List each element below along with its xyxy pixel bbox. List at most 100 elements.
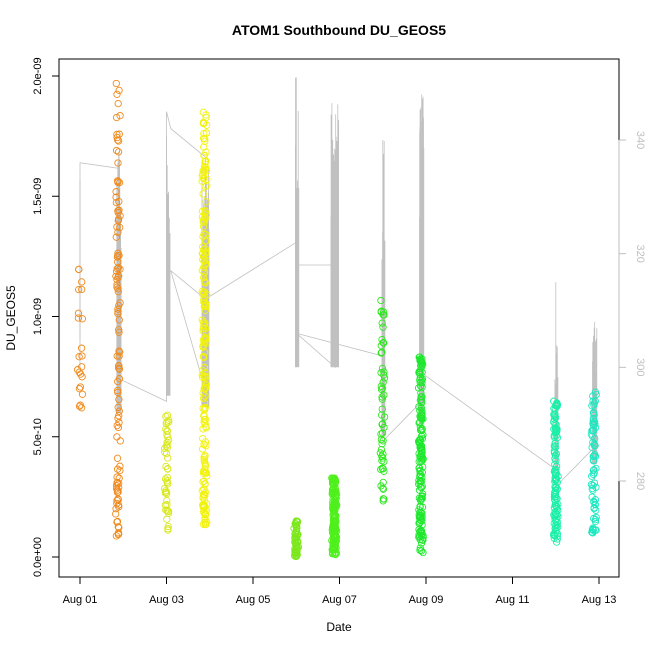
y-axis: 0.0e+00 5.0e-10 1.0e-09 1.5e-09 2.0e-09 bbox=[32, 57, 60, 577]
data-point bbox=[550, 397, 558, 405]
data-point bbox=[200, 455, 208, 464]
data-point bbox=[113, 253, 122, 261]
data-point bbox=[329, 480, 338, 489]
data-point bbox=[591, 517, 600, 526]
data-point bbox=[551, 454, 559, 463]
data-point bbox=[202, 506, 211, 514]
data-point bbox=[115, 364, 123, 372]
data-point bbox=[553, 535, 561, 543]
data-point bbox=[199, 175, 208, 183]
data-point bbox=[589, 452, 597, 461]
data-point bbox=[200, 218, 208, 226]
data-point bbox=[200, 321, 209, 329]
x-tick-label: Aug 01 bbox=[63, 594, 98, 606]
data-point bbox=[588, 525, 597, 533]
data-point bbox=[116, 462, 124, 470]
data-point bbox=[113, 454, 122, 462]
data-point bbox=[418, 407, 426, 415]
data-point bbox=[552, 538, 561, 546]
data-point bbox=[199, 216, 207, 224]
data-point bbox=[202, 424, 210, 432]
data-point bbox=[332, 512, 340, 520]
data-point bbox=[291, 539, 300, 547]
data-point bbox=[199, 218, 207, 226]
data-point bbox=[416, 535, 424, 544]
data-point bbox=[78, 390, 87, 398]
data-point bbox=[201, 348, 209, 356]
data-point bbox=[164, 454, 172, 462]
data-point bbox=[200, 353, 208, 362]
x-tick-label: Aug 11 bbox=[495, 594, 529, 606]
data-point bbox=[162, 488, 171, 496]
data-point bbox=[554, 472, 562, 481]
data-point bbox=[589, 438, 597, 447]
data-point bbox=[115, 362, 123, 370]
data-point bbox=[417, 393, 425, 401]
data-point bbox=[200, 363, 208, 372]
data-point bbox=[418, 521, 426, 529]
data-point bbox=[78, 352, 86, 360]
data-point bbox=[377, 430, 385, 438]
data-point bbox=[331, 476, 339, 485]
data-point bbox=[200, 294, 209, 302]
data-point bbox=[115, 178, 124, 187]
data-point bbox=[291, 552, 299, 560]
data-point bbox=[551, 508, 559, 516]
data-point bbox=[75, 368, 83, 376]
data-point bbox=[164, 436, 173, 444]
data-point bbox=[418, 482, 426, 491]
data-point bbox=[114, 178, 122, 186]
data-point bbox=[75, 353, 83, 361]
right-tick-label: 280 bbox=[634, 472, 646, 490]
data-point bbox=[164, 480, 172, 488]
data-point bbox=[164, 433, 172, 441]
data-point bbox=[418, 435, 427, 443]
chart-title: ATOM1 Southbound DU_GEOS5 bbox=[232, 22, 446, 38]
data-point bbox=[379, 484, 387, 492]
data-point bbox=[112, 188, 120, 196]
data-point bbox=[200, 278, 209, 287]
data-point bbox=[198, 171, 206, 180]
data-point bbox=[202, 237, 210, 245]
data-point bbox=[199, 324, 207, 332]
data-point bbox=[330, 522, 339, 530]
data-point bbox=[115, 412, 123, 420]
data-point bbox=[202, 381, 210, 389]
data-point bbox=[114, 148, 123, 156]
data-point bbox=[589, 421, 598, 429]
data-point bbox=[199, 336, 208, 344]
data-point bbox=[113, 488, 122, 497]
data-point bbox=[113, 130, 121, 139]
data-point bbox=[415, 506, 423, 514]
right-tick-label: 320 bbox=[634, 244, 646, 262]
data-point bbox=[550, 415, 559, 423]
line-series-spike bbox=[166, 135, 171, 396]
data-point bbox=[202, 148, 210, 156]
data-point bbox=[201, 468, 209, 476]
data-point bbox=[163, 438, 171, 446]
data-point bbox=[551, 488, 559, 496]
data-point bbox=[201, 207, 209, 216]
data-point bbox=[162, 462, 170, 471]
data-point bbox=[590, 504, 598, 513]
data-point bbox=[114, 529, 123, 537]
data-point bbox=[161, 501, 170, 509]
data-point bbox=[292, 527, 301, 535]
data-point bbox=[74, 314, 83, 322]
data-point bbox=[417, 495, 425, 503]
data-point bbox=[378, 440, 386, 448]
right-tick-label: 340 bbox=[634, 131, 646, 149]
data-point bbox=[78, 278, 86, 286]
data-point bbox=[113, 275, 121, 284]
data-point bbox=[115, 483, 123, 492]
data-point bbox=[418, 425, 426, 433]
data-point bbox=[164, 526, 172, 534]
data-point bbox=[199, 223, 208, 231]
data-point bbox=[115, 347, 123, 355]
data-point bbox=[592, 513, 600, 522]
data-point bbox=[115, 419, 123, 427]
line-series-spike bbox=[381, 141, 386, 436]
data-point bbox=[202, 121, 211, 129]
data-point bbox=[112, 233, 120, 241]
